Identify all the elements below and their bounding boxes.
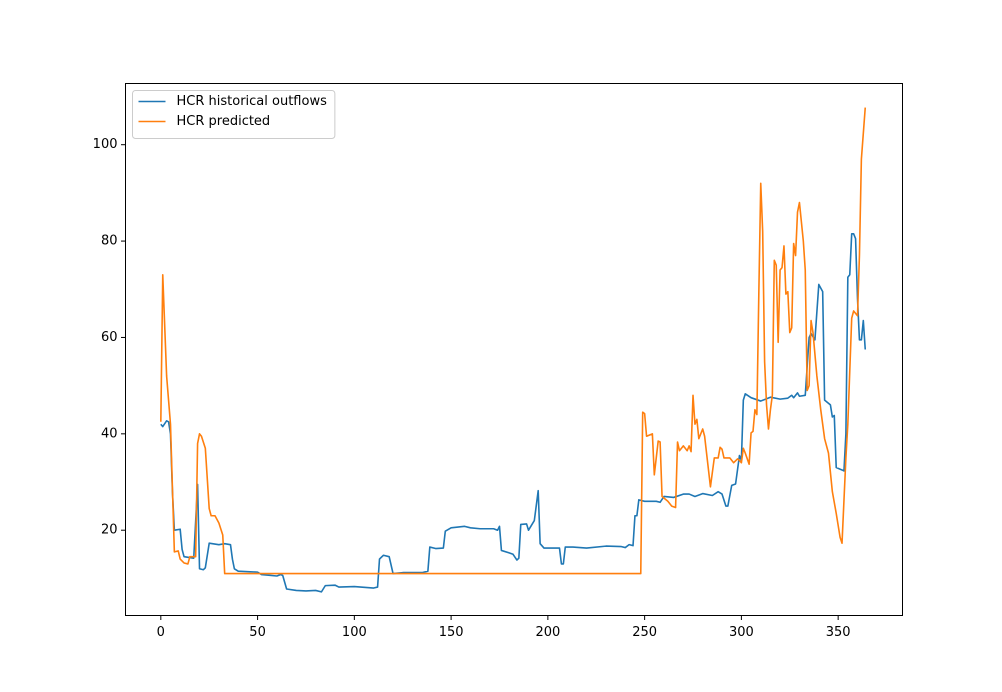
y-tick-label: 60 bbox=[101, 330, 118, 345]
x-tick-label: 150 bbox=[439, 625, 464, 640]
plot-area bbox=[160, 107, 867, 593]
x-tick-label: 200 bbox=[535, 625, 560, 640]
y-tick-label: 20 bbox=[101, 523, 118, 538]
y-tick-label: 40 bbox=[101, 426, 118, 441]
legend-label: HCR predicted bbox=[177, 114, 271, 129]
legend: HCR historical outflows HCR predicted bbox=[132, 90, 336, 139]
legend-box bbox=[132, 90, 336, 139]
series-line bbox=[160, 107, 867, 575]
axes-frame bbox=[125, 83, 903, 616]
x-tick-label: 350 bbox=[826, 625, 851, 640]
x-tick-label: 100 bbox=[342, 625, 367, 640]
x-tick-label: 50 bbox=[249, 625, 266, 640]
y-tick-label: 80 bbox=[101, 234, 118, 249]
x-tick-label: 250 bbox=[632, 625, 657, 640]
x-tick-label: 0 bbox=[157, 625, 165, 640]
y-tick-label: 100 bbox=[93, 137, 118, 152]
legend-label: HCR historical outflows bbox=[177, 94, 328, 109]
x-tick-label: 300 bbox=[729, 625, 754, 640]
